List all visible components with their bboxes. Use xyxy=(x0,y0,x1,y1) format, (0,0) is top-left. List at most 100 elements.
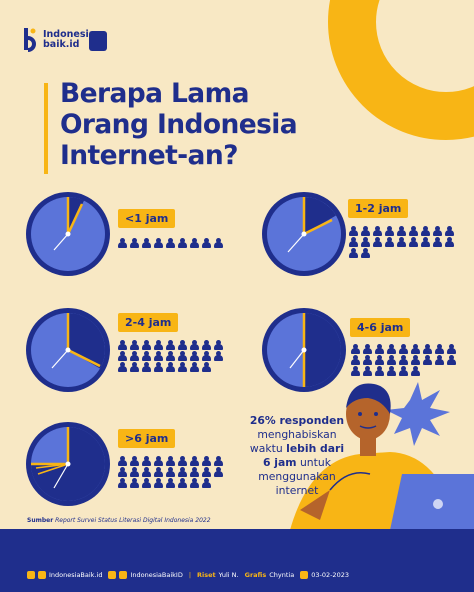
riset-name: Yuli N. xyxy=(218,571,239,579)
person-icon xyxy=(362,366,373,376)
calendar-icon xyxy=(300,571,309,579)
youtube-icon xyxy=(119,571,128,579)
person-icon xyxy=(153,478,164,488)
person-icon xyxy=(129,238,140,248)
person-icon xyxy=(374,355,385,365)
person-icon xyxy=(408,226,419,236)
person-icon xyxy=(189,478,200,488)
callout-line4a: 6 jam xyxy=(263,456,297,469)
person-icon xyxy=(396,237,407,247)
source-note: Sumber Report Survei Status Literasi Dig… xyxy=(27,517,211,524)
person-icon xyxy=(165,238,176,248)
person-icon xyxy=(360,237,371,247)
clock-icon-2-4 xyxy=(26,308,110,392)
person-icon xyxy=(117,351,128,361)
source-label: Sumber xyxy=(27,517,54,524)
footer-handle1[interactable]: IndonesiaBaik.id xyxy=(49,571,103,579)
person-icon xyxy=(129,467,140,477)
person-icon xyxy=(213,351,224,361)
person-icon xyxy=(420,237,431,247)
callout-line5: menggunakan xyxy=(258,470,336,483)
person-icon xyxy=(398,344,409,354)
person-icon xyxy=(117,478,128,488)
people-1-2 xyxy=(348,226,455,258)
footer-handle2[interactable]: IndonesiaBaikID xyxy=(130,571,183,579)
people-lt1 xyxy=(117,238,224,248)
clock-icon-4-6 xyxy=(262,308,346,392)
brand-name-line2: baik.id xyxy=(43,39,80,50)
person-icon xyxy=(398,366,409,376)
person-icon xyxy=(350,344,361,354)
person-icon xyxy=(374,344,385,354)
person-icon xyxy=(446,344,457,354)
label-gt6: >6 jam xyxy=(118,429,176,448)
person-icon xyxy=(177,340,188,350)
title-line1: Berapa Lama xyxy=(60,78,249,109)
label-lt1: <1 jam xyxy=(118,209,176,228)
person-laptop-illustration xyxy=(290,382,474,530)
person-icon xyxy=(386,344,397,354)
person-icon xyxy=(410,344,421,354)
person-icon xyxy=(386,366,397,376)
people-2-4 xyxy=(117,340,224,372)
person-icon xyxy=(153,456,164,466)
person-icon xyxy=(372,237,383,247)
person-icon xyxy=(129,478,140,488)
callout-line2: menghabiskan xyxy=(257,428,337,441)
person-icon xyxy=(422,355,433,365)
person-icon xyxy=(348,248,359,258)
footer-band xyxy=(0,529,474,592)
person-icon xyxy=(189,351,200,361)
person-icon xyxy=(177,467,188,477)
person-icon xyxy=(141,456,152,466)
person-icon xyxy=(153,351,164,361)
brand-name-line1: Indonesia xyxy=(43,29,96,40)
person-icon xyxy=(177,238,188,248)
person-icon xyxy=(213,238,224,248)
person-icon xyxy=(165,478,176,488)
footer-credits: IndonesiaBaik.id IndonesiaBaikID | Riset… xyxy=(27,571,349,579)
grafis-label: Grafis xyxy=(244,571,267,579)
footer-date: 03-02-2023 xyxy=(311,571,349,579)
grafis-name: Chyntia xyxy=(269,571,295,579)
person-icon xyxy=(444,237,455,247)
person-icon xyxy=(165,456,176,466)
person-icon xyxy=(213,340,224,350)
person-icon xyxy=(117,340,128,350)
person-icon xyxy=(117,238,128,248)
person-icon xyxy=(129,362,140,372)
person-icon xyxy=(141,478,152,488)
person-icon xyxy=(213,467,224,477)
person-icon xyxy=(189,340,200,350)
person-icon xyxy=(398,355,409,365)
clock-icon-1-2 xyxy=(262,192,346,276)
page-title: Berapa Lama Orang Indonesia Internet-an? xyxy=(60,78,360,171)
person-icon xyxy=(165,362,176,372)
person-icon xyxy=(446,355,457,365)
person-icon xyxy=(189,456,200,466)
person-icon xyxy=(177,478,188,488)
callout-pct: 26% responden xyxy=(249,414,345,427)
person-icon xyxy=(201,362,212,372)
person-icon xyxy=(201,340,212,350)
brand-logo: Indonesia baik.id xyxy=(24,28,95,52)
person-icon xyxy=(348,237,359,247)
person-icon xyxy=(177,351,188,361)
person-icon xyxy=(165,351,176,361)
riset-label: Riset xyxy=(197,571,216,579)
person-icon xyxy=(153,340,164,350)
person-icon xyxy=(153,467,164,477)
person-icon xyxy=(165,340,176,350)
person-icon xyxy=(129,456,140,466)
person-icon xyxy=(141,362,152,372)
person-icon xyxy=(141,340,152,350)
person-icon xyxy=(141,351,152,361)
person-icon xyxy=(386,355,397,365)
person-icon xyxy=(177,362,188,372)
person-icon xyxy=(153,238,164,248)
person-icon xyxy=(434,344,445,354)
person-icon xyxy=(408,237,419,247)
badge-icon xyxy=(89,31,107,51)
person-icon xyxy=(360,248,371,258)
person-icon xyxy=(362,355,373,365)
